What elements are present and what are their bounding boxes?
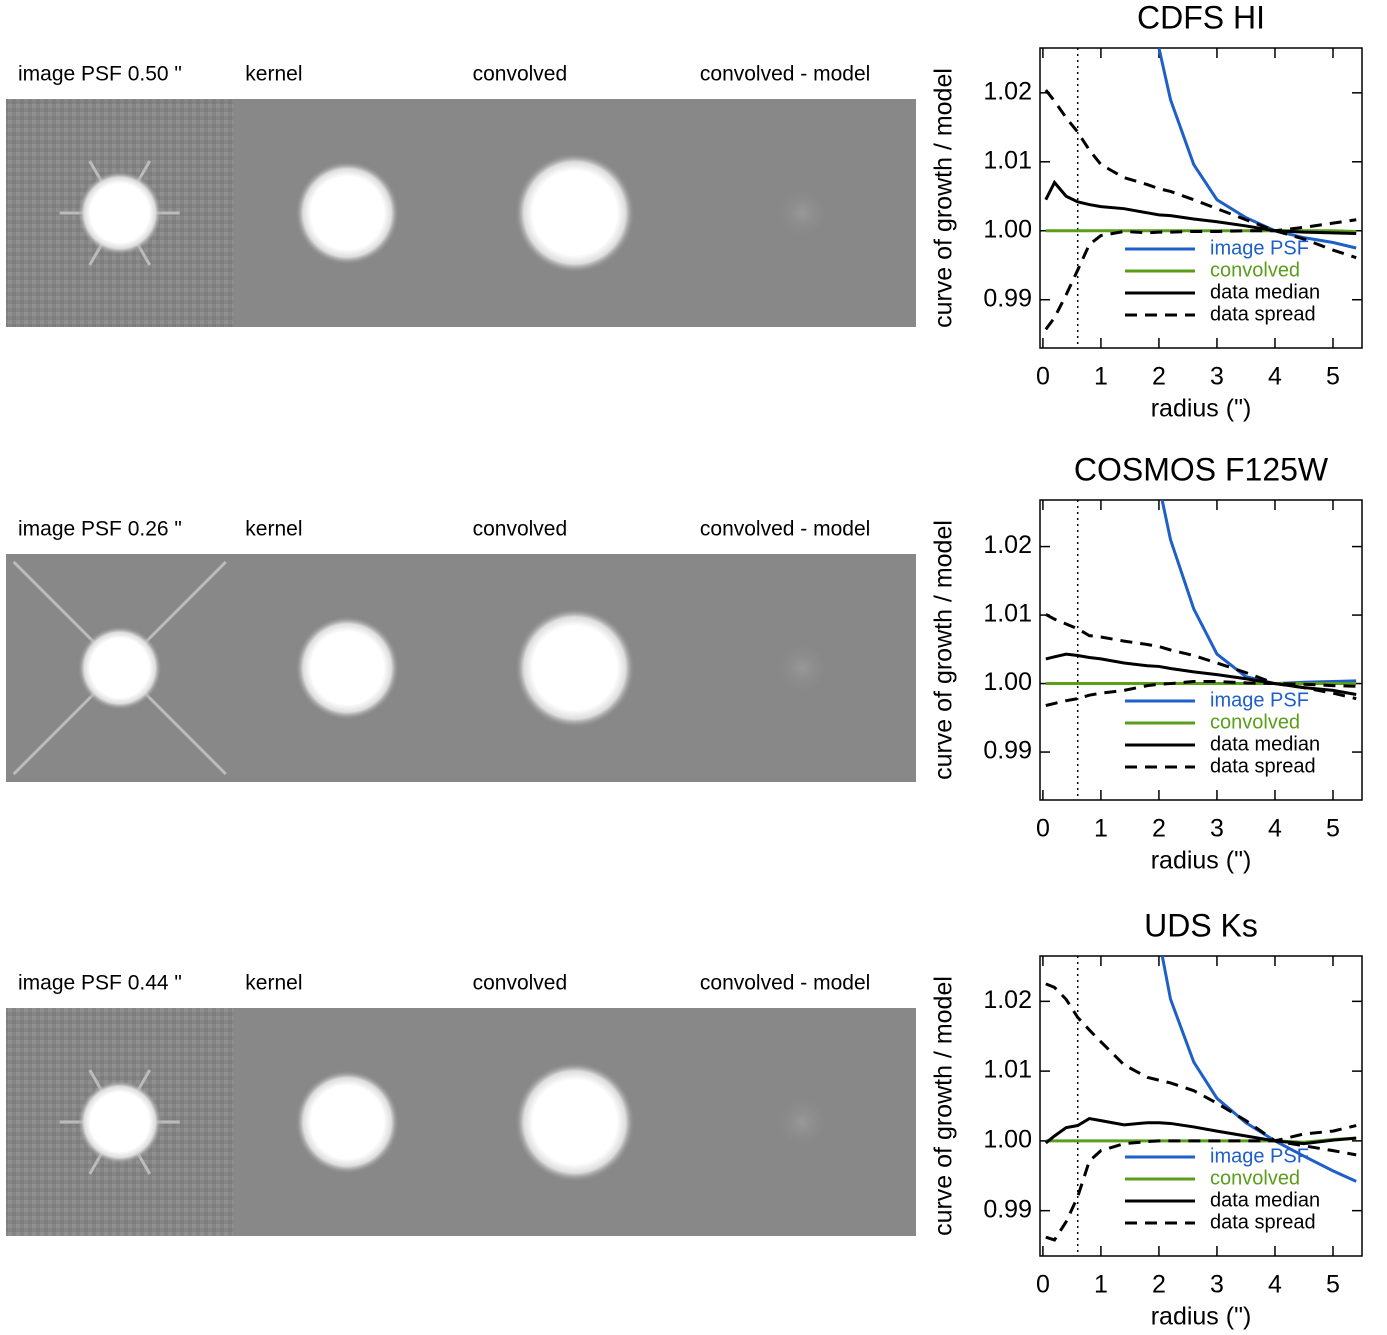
panel-label: image PSF 0.26 " — [18, 518, 182, 541]
x-tick-label: 3 — [1210, 363, 1224, 391]
chart-title: COSMOS F125W — [1074, 451, 1329, 487]
legend-label: data spread — [1210, 303, 1316, 325]
x-axis-label: radius (") — [1151, 1303, 1252, 1331]
y-tick-label: 0.99 — [983, 1195, 1032, 1223]
y-tick-label: 0.99 — [983, 284, 1032, 312]
legend-label: convolved — [1210, 1167, 1300, 1189]
plot-frame — [1039, 499, 1363, 801]
legend-label: image PSF — [1210, 689, 1309, 711]
x-tick-label: 2 — [1152, 1271, 1166, 1299]
legend-label: data median — [1210, 733, 1320, 755]
series-line — [1157, 48, 1357, 250]
x-tick-label: 4 — [1268, 363, 1282, 391]
y-tick-label: 1.00 — [983, 1125, 1032, 1153]
series-line — [1044, 218, 1357, 331]
x-tick-label: 5 — [1326, 815, 1340, 843]
series-line — [1160, 500, 1357, 686]
y-axis-label: curve of growth / model — [930, 68, 958, 328]
legend-label: data median — [1210, 1189, 1320, 1211]
psf-core — [295, 161, 400, 265]
series-line — [1044, 89, 1357, 260]
plot-area — [1044, 956, 1357, 1256]
chart-title: CDFS HI — [1137, 0, 1265, 35]
plot-area — [1045, 500, 1357, 800]
psf-core — [77, 171, 162, 255]
x-tick-label: 5 — [1326, 363, 1340, 391]
plot-area — [1044, 48, 1357, 348]
psf-core — [295, 1070, 400, 1174]
legend-label: image PSF — [1210, 1145, 1309, 1167]
y-tick-label: 0.99 — [983, 737, 1032, 765]
x-tick-label: 4 — [1268, 815, 1282, 843]
x-tick-label: 1 — [1094, 815, 1108, 843]
y-axis-label: curve of growth / model — [930, 976, 958, 1236]
legend-label: data median — [1210, 281, 1320, 303]
y-tick-label: 1.01 — [983, 146, 1032, 174]
panel-label: convolved - model — [700, 972, 870, 995]
series-line — [1045, 1139, 1357, 1242]
y-tick-label: 1.02 — [983, 531, 1032, 559]
x-axis-label: radius (") — [1151, 847, 1252, 875]
legend-label: data spread — [1210, 1211, 1316, 1233]
y-tick-label: 1.01 — [983, 600, 1032, 628]
panel-label: convolved - model — [700, 518, 870, 541]
x-tick-label: 2 — [1152, 815, 1166, 843]
panel-label: convolved — [473, 972, 568, 995]
y-tick-label: 1.02 — [983, 77, 1032, 105]
panel-label: kernel — [245, 63, 302, 86]
panel-label: kernel — [245, 972, 302, 995]
plot-frame — [1039, 955, 1363, 1257]
series-line — [1045, 652, 1357, 696]
y-axis-label: curve of growth / model — [930, 520, 958, 780]
legend-label: convolved — [1210, 711, 1300, 733]
x-tick-label: 1 — [1094, 1271, 1108, 1299]
psf-core — [514, 608, 635, 728]
y-tick-label: 1.01 — [983, 1056, 1032, 1084]
series-line — [1160, 956, 1357, 1183]
panel-label: image PSF 0.44 " — [18, 972, 182, 995]
psf-core — [77, 1080, 162, 1164]
series-line — [1045, 680, 1357, 707]
x-tick-label: 2 — [1152, 363, 1166, 391]
y-tick-label: 1.00 — [983, 215, 1032, 243]
plot-frame — [1039, 47, 1363, 349]
series-line — [1045, 982, 1357, 1143]
series-line — [1044, 179, 1357, 236]
panel-label: convolved - model — [700, 63, 870, 86]
x-tick-label: 3 — [1210, 1271, 1224, 1299]
legend-label: data spread — [1210, 755, 1316, 777]
panel-label: image PSF 0.50 " — [18, 63, 182, 86]
series-line — [1044, 1116, 1357, 1146]
x-tick-label: 1 — [1094, 363, 1108, 391]
residual — [777, 1097, 828, 1147]
psf-core — [295, 616, 400, 720]
x-tick-label: 0 — [1036, 1271, 1050, 1299]
chart-title: UDS Ks — [1144, 907, 1258, 943]
x-tick-label: 3 — [1210, 815, 1224, 843]
residual — [777, 643, 828, 693]
x-tick-label: 0 — [1036, 815, 1050, 843]
panel-label: convolved — [473, 518, 568, 541]
y-tick-label: 1.02 — [983, 986, 1032, 1014]
psf-core — [77, 626, 162, 710]
x-axis-label: radius (") — [1151, 395, 1252, 423]
x-tick-label: 0 — [1036, 363, 1050, 391]
psf-core — [514, 153, 635, 273]
panel-label: kernel — [245, 518, 302, 541]
legend-label: convolved — [1210, 259, 1300, 281]
panel-label: convolved — [473, 63, 568, 86]
y-tick-label: 1.00 — [983, 668, 1032, 696]
residual — [777, 188, 828, 238]
legend-label: image PSF — [1210, 237, 1309, 259]
psf-core — [514, 1062, 635, 1182]
x-tick-label: 4 — [1268, 1271, 1282, 1299]
x-tick-label: 5 — [1326, 1271, 1340, 1299]
